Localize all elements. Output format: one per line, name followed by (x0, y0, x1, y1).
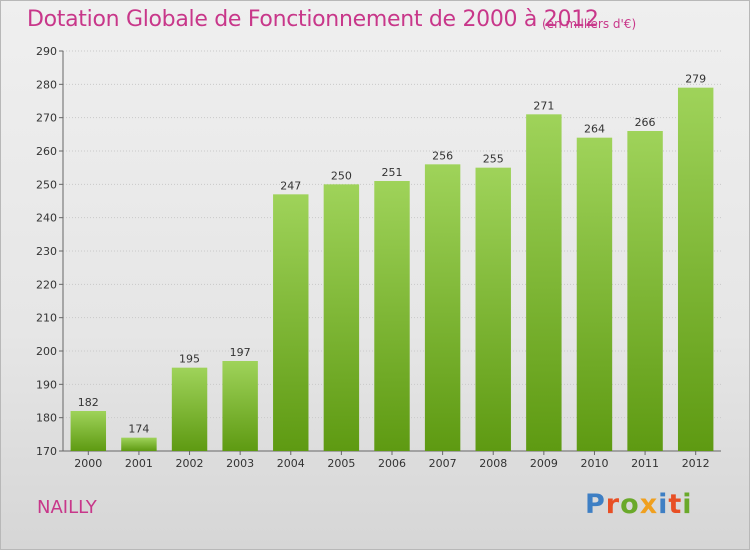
bars (70, 87, 714, 452)
bar (526, 114, 562, 451)
bar (374, 181, 410, 451)
bar-value-label: 264 (584, 123, 605, 136)
x-tick-label: 2008 (479, 457, 507, 470)
logo-letter: i (682, 489, 693, 520)
x-tick-label: 2007 (429, 457, 457, 470)
x-tick-label: 2010 (580, 457, 608, 470)
y-tick-label: 260 (36, 145, 57, 158)
x-tick-label: 2009 (530, 457, 558, 470)
logo-letter: o (620, 489, 640, 520)
proxiti-logo[interactable]: Proxiti (585, 489, 693, 520)
y-tick-label: 230 (36, 245, 57, 258)
bar-value-label: 266 (635, 116, 656, 129)
x-tick-label: 2011 (631, 457, 659, 470)
y-tick-label: 250 (36, 178, 57, 191)
logo-letter: P (585, 489, 606, 520)
x-tick-label: 2005 (327, 457, 355, 470)
bar-value-label: 279 (685, 73, 706, 86)
logo-letter: t (668, 489, 683, 520)
chart-title: Dotation Globale de Fonctionnement de 20… (27, 7, 599, 32)
bar-value-label: 195 (179, 353, 200, 366)
bar-value-label: 271 (533, 99, 554, 112)
y-tick-label: 180 (36, 412, 57, 425)
bar-value-label: 174 (128, 423, 149, 436)
bar-value-label: 197 (230, 346, 251, 359)
y-tick-label: 270 (36, 112, 57, 125)
y-tick-label: 200 (36, 345, 57, 358)
bar (323, 184, 360, 452)
x-tick-label: 2001 (125, 457, 153, 470)
bar (273, 194, 309, 452)
y-tick-label: 290 (36, 45, 57, 58)
x-tick-label: 2012 (682, 457, 710, 470)
y-tick-label: 220 (36, 278, 57, 291)
x-tick-label: 2000 (74, 457, 102, 470)
y-tick-label: 280 (36, 78, 57, 91)
bar-value-label: 251 (382, 166, 403, 179)
logo-letter: i (658, 489, 669, 520)
commune-name: NAILLY (37, 497, 97, 518)
bar (222, 361, 258, 451)
bar (171, 367, 208, 451)
labels: 170 180 190 200 210 220 230 240 250 260 270 280 290 1… (36, 45, 710, 470)
y-tick-label: 170 (36, 445, 57, 458)
bar-value-label: 250 (331, 169, 352, 182)
bar (424, 164, 461, 452)
bar (475, 167, 511, 451)
x-tick-label: 2004 (277, 457, 305, 470)
x-tick-label: 2006 (378, 457, 406, 470)
logo-letter: x (639, 489, 659, 520)
bar-value-label: 255 (483, 153, 504, 166)
y-tick-label: 190 (36, 378, 57, 391)
bar-value-label: 247 (280, 179, 301, 192)
logo-letter: r (605, 489, 621, 520)
bar (70, 411, 107, 451)
bar (576, 137, 613, 451)
y-tick-label: 240 (36, 212, 57, 225)
bar-value-label: 182 (78, 396, 99, 409)
y-tick-label: 210 (36, 312, 57, 325)
x-tick-label: 2002 (176, 457, 204, 470)
bar (121, 437, 157, 451)
bar (677, 87, 714, 452)
chart-unit: (en milliers d'€) (542, 17, 637, 31)
bar-value-label: 256 (432, 149, 453, 162)
x-tick-label: 2003 (226, 457, 254, 470)
bar (627, 131, 663, 451)
